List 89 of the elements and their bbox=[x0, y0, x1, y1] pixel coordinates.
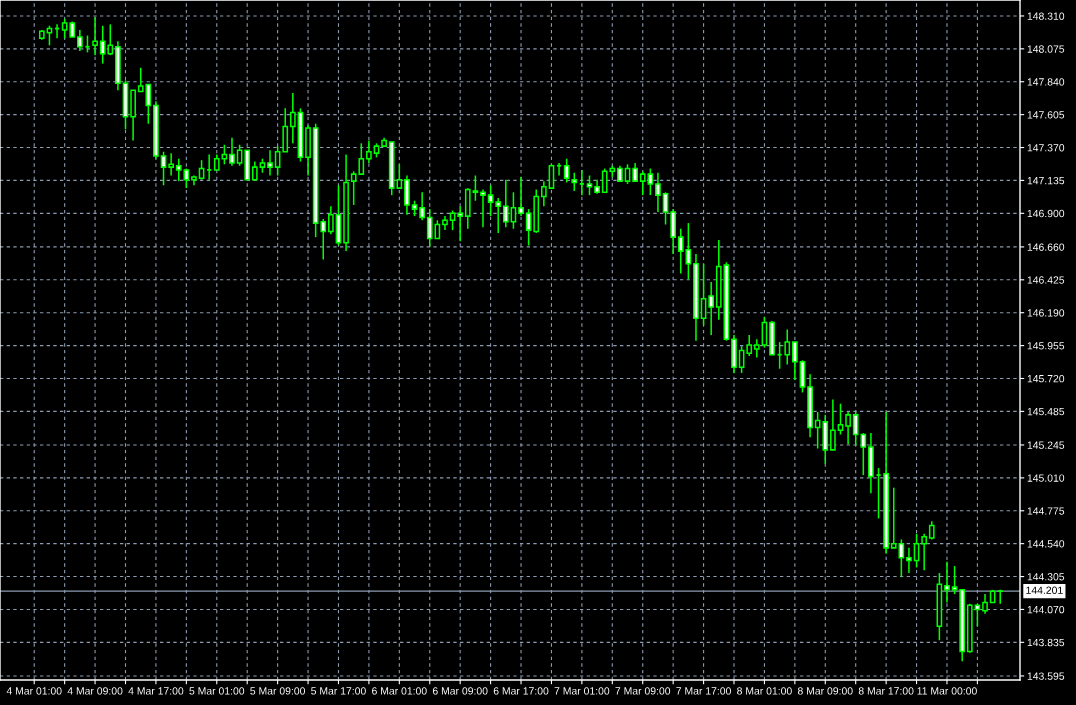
y-tick-label: 144.070 bbox=[1027, 605, 1065, 614]
y-tick-label: 144.305 bbox=[1027, 573, 1065, 581]
y-tick-label: 145.955 bbox=[1027, 342, 1065, 350]
candlestick bbox=[875, 467, 882, 520]
candlestick bbox=[830, 398, 836, 451]
candlestick bbox=[677, 227, 684, 275]
y-tick-label: 143.595 bbox=[1027, 672, 1065, 680]
candlestick bbox=[46, 24, 53, 47]
x-tick-label: 8 Mar 01:00 bbox=[737, 687, 792, 695]
candlestick bbox=[563, 157, 570, 184]
candlestick bbox=[746, 334, 753, 357]
y-tick-label: 145.720 bbox=[1027, 374, 1065, 383]
candlestick bbox=[206, 153, 213, 181]
candlestick bbox=[92, 16, 98, 56]
candlestick bbox=[251, 160, 258, 181]
candlestick bbox=[906, 547, 912, 574]
candlestick bbox=[632, 162, 638, 182]
candlestick bbox=[578, 169, 585, 196]
y-tick-label: 143.835 bbox=[1027, 638, 1065, 647]
candlestick bbox=[168, 152, 174, 177]
candlestick bbox=[761, 316, 768, 349]
y-tick-label: 146.660 bbox=[1027, 243, 1065, 251]
y-tick-label: 146.900 bbox=[1027, 209, 1065, 218]
candlestick bbox=[548, 163, 555, 189]
candlestick bbox=[776, 341, 783, 370]
candlestick bbox=[662, 191, 669, 226]
candlestick bbox=[487, 184, 494, 217]
x-tick-label: 7 Mar 01:00 bbox=[554, 687, 610, 695]
candlestick bbox=[472, 174, 479, 202]
y-tick-label: 147.840 bbox=[1027, 78, 1065, 86]
candlestick bbox=[426, 208, 433, 248]
y-tick-label: 144.775 bbox=[1027, 507, 1065, 515]
candlestick bbox=[518, 176, 524, 217]
candlestick bbox=[480, 188, 486, 229]
x-tick-label: 4 Mar 09:00 bbox=[67, 687, 123, 695]
x-tick-label: 5 Mar 09:00 bbox=[250, 687, 306, 695]
candlestick bbox=[845, 411, 851, 446]
y-tick-label: 146.190 bbox=[1027, 309, 1065, 317]
y-tick-label: 145.245 bbox=[1027, 441, 1065, 449]
candlestick bbox=[791, 341, 798, 381]
candlestick bbox=[229, 136, 235, 167]
candlestick bbox=[753, 338, 760, 359]
candlestick bbox=[495, 197, 502, 234]
x-tick-label: 5 Mar 01:00 bbox=[189, 687, 245, 695]
x-tick-label: 5 Mar 17:00 bbox=[311, 687, 366, 695]
candlestick bbox=[586, 174, 593, 196]
candlestick bbox=[419, 191, 426, 222]
candlestick bbox=[160, 150, 167, 187]
x-tick-label: 8 Mar 09:00 bbox=[797, 687, 853, 695]
y-tick-label: 145.010 bbox=[1027, 474, 1065, 482]
y-tick-label: 147.605 bbox=[1027, 111, 1065, 119]
x-tick-label: 6 Mar 01:00 bbox=[372, 687, 427, 695]
candlestick bbox=[267, 149, 273, 177]
candlestick bbox=[289, 92, 296, 145]
y-tick-label: 145.485 bbox=[1027, 407, 1065, 416]
candlestick bbox=[997, 589, 1004, 605]
x-tick-label: 4 Mar 17:00 bbox=[128, 687, 184, 695]
candlestick bbox=[366, 139, 372, 164]
x-tick-label: 7 Mar 17:00 bbox=[676, 687, 731, 695]
candlestick bbox=[708, 281, 715, 336]
candlestick bbox=[655, 171, 661, 213]
y-tick-label: 147.370 bbox=[1027, 144, 1065, 152]
candlestick bbox=[982, 593, 988, 615]
x-tick-label: 8 Mar 17:00 bbox=[858, 687, 914, 695]
candlestick bbox=[921, 533, 928, 572]
y-tick-label: 146.425 bbox=[1027, 276, 1065, 284]
y-tick-label: 144.540 bbox=[1027, 540, 1065, 548]
candlestick bbox=[944, 561, 950, 604]
x-tick-label: 7 Mar 09:00 bbox=[615, 687, 671, 695]
x-tick-label: 11 Mar 00:00 bbox=[917, 687, 977, 695]
candlestick bbox=[328, 205, 334, 236]
ref-line-label: 144.201 bbox=[1026, 586, 1063, 594]
candlestick bbox=[571, 171, 578, 192]
candlestick bbox=[951, 565, 958, 595]
candlestick bbox=[77, 29, 83, 52]
x-tick-label: 6 Mar 17:00 bbox=[493, 687, 549, 695]
candlestick bbox=[784, 328, 791, 366]
candlestick bbox=[236, 143, 243, 167]
candlestick bbox=[502, 178, 509, 229]
candlestick bbox=[837, 402, 844, 436]
candlestick bbox=[540, 180, 547, 208]
y-tick-label: 148.075 bbox=[1027, 45, 1065, 53]
y-tick-label: 148.310 bbox=[1027, 12, 1065, 20]
x-tick-label: 4 Mar 01:00 bbox=[6, 687, 62, 695]
candlestick bbox=[274, 145, 281, 177]
candlestick bbox=[457, 205, 464, 243]
x-tick-label: 6 Mar 09:00 bbox=[432, 687, 488, 695]
candlestick bbox=[624, 163, 631, 185]
y-tick-label: 147.135 bbox=[1027, 176, 1065, 185]
